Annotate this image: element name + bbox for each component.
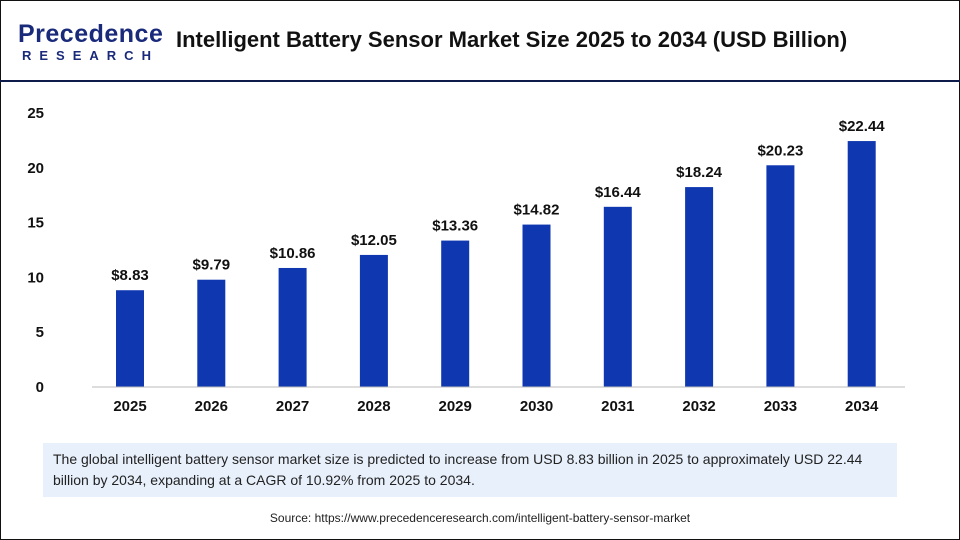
y-tick-label: 0	[36, 379, 44, 396]
bar-2034	[847, 141, 876, 387]
bar-2031	[603, 206, 632, 387]
logo: Precedence RESEARCH	[18, 20, 163, 63]
data-label: $14.82	[514, 202, 560, 219]
data-label: $8.83	[111, 267, 149, 284]
x-tick-label: 2033	[764, 398, 797, 415]
x-tick-label: 2034	[845, 398, 879, 415]
bar-2028	[359, 254, 388, 387]
x-tick-label: 2028	[357, 398, 390, 415]
summary-text: The global intelligent battery sensor ma…	[43, 443, 897, 497]
bar-2025	[116, 290, 144, 387]
bar-2030	[522, 224, 551, 387]
x-tick-label: 2030	[520, 398, 553, 415]
y-tick-label: 10	[27, 269, 44, 286]
x-tick-label: 2031	[601, 398, 634, 415]
logo-wordmark: Precedence	[18, 20, 164, 48]
x-tick-label: 2025	[113, 398, 146, 415]
data-label: $12.05	[351, 232, 397, 249]
bar-2026	[197, 279, 226, 387]
data-label: $10.86	[270, 245, 316, 262]
y-tick-label: 5	[36, 324, 44, 341]
page-title: Intelligent Battery Sensor Market Size 2…	[176, 27, 848, 52]
bar-2027	[278, 267, 307, 387]
y-tick-label: 15	[27, 215, 44, 232]
x-tick-label: 2026	[195, 398, 228, 415]
logo-subtext: RESEARCH	[22, 48, 159, 63]
data-label: $16.44	[595, 184, 642, 201]
data-label: $20.23	[757, 142, 803, 159]
data-label: $13.36	[432, 218, 478, 235]
bar-2032	[685, 187, 714, 387]
data-label: $9.79	[193, 257, 231, 274]
bar-2033	[766, 165, 795, 387]
data-label: $18.24	[676, 164, 723, 181]
y-tick-label: 20	[27, 160, 44, 177]
x-tick-label: 2029	[439, 398, 472, 415]
bar-2029	[441, 240, 470, 387]
data-label: $22.44	[839, 118, 886, 135]
x-tick-label: 2027	[276, 398, 309, 415]
header: Precedence RESEARCH Intelligent Battery …	[0, 0, 960, 82]
y-tick-label: 25	[27, 105, 44, 122]
x-tick-label: 2032	[682, 398, 715, 415]
source-text: Source: https://www.precedenceresearch.c…	[269, 511, 691, 525]
